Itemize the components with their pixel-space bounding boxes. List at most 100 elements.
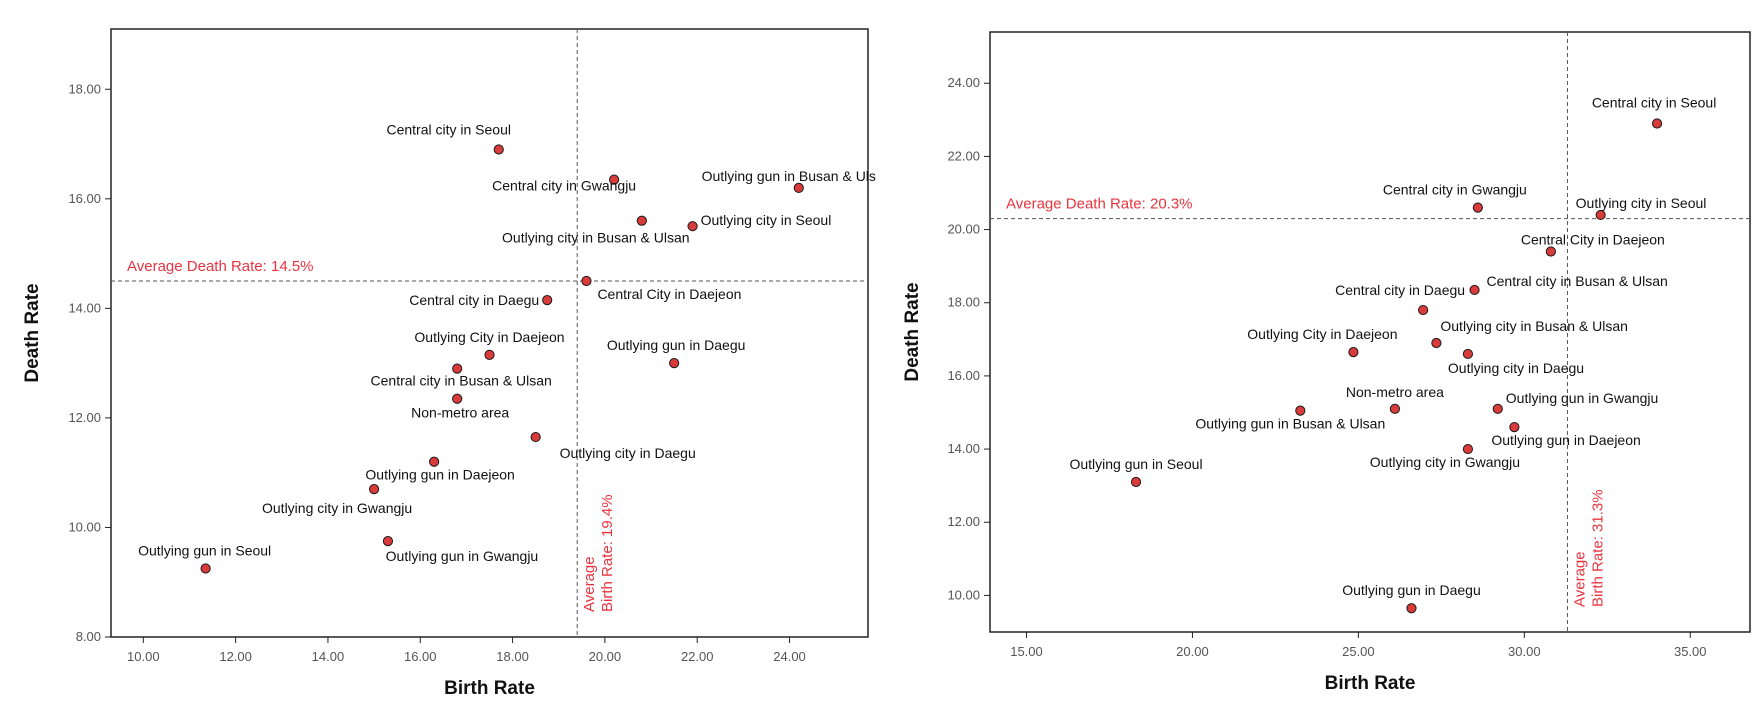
y-tick-label: 20.00 [947,222,980,237]
x-tick-label: 25.00 [1342,644,1375,659]
point-outlying-city-in-gwangju [1462,443,1474,455]
point-label-outlying-city-in-daegu: Outlying city in Daegu [560,445,696,461]
x-tick-label: 30.00 [1508,644,1541,659]
y-tick-label: 12.00 [947,514,980,529]
point-label-central-city-in-busan-and-ulsan: Central city in Busan & Ulsan [1487,273,1668,289]
y-tick-label: 24.00 [947,75,980,90]
point-label-non-metro-area: Non-metro area [1346,384,1444,400]
y-tick-label: 10.00 [947,587,980,602]
y-tick-label: 10.00 [68,519,101,534]
point-central-city-in-daegu [542,295,553,306]
point-outlying-city-in-seoul [687,221,698,232]
point-outlying-gun-in-daejeon [1509,422,1520,433]
point-central-city-in-daejeon [581,275,592,287]
x-tick-label: 16.00 [404,649,437,664]
avg-birth-rate-label: Average Birth Rate: 31.3% [1571,489,1606,607]
point-central-city-in-daegu [1418,304,1429,316]
y-tick-label: 16.00 [68,191,101,206]
point-outlying-gun-in-seoul [1130,476,1142,488]
point-label-outlying-city-in-busan-and-ulsan: Outlying city in Busan & Ulsan [1440,318,1628,334]
x-tick-label: 22.00 [681,649,714,664]
y-axis-title: Death Rate [22,283,43,382]
point-non-metro-area [1389,403,1400,414]
x-tick-label: 15.00 [1010,644,1043,659]
point-label-outlying-gun-in-daegu: Outlying gun in Daegu [607,337,746,353]
y-tick-label: 22.00 [947,148,980,163]
point-outlying-city-in-busan-and-ulsan [636,215,647,226]
y-axis-title: Death Rate [902,282,923,381]
point-label-outlying-gun-in-daejeon: Outlying gun in Daejeon [365,467,514,483]
point-label-outlying-city-in-busan-and-ulsan: Outlying city in Busan & Ulsan [502,230,690,246]
x-tick-label: 20.00 [1176,644,1209,659]
point-outlying-gun-in-busan-and-ulsan [1295,405,1306,416]
x-tick-label: 18.00 [496,649,529,664]
avg-birth-rate-label: Average Birth Rate: 19.4% [581,494,616,612]
point-non-metro-area [452,393,463,404]
y-tick-label: 18.00 [947,295,980,310]
plot-frame [989,31,1751,633]
point-label-central-city-in-daejeon: Central City in Daejeon [597,286,741,302]
point-central-city-in-seoul [493,144,504,155]
point-label-outlying-gun-in-daejeon: Outlying gun in Daejeon [1491,432,1640,448]
y-tick-label: 14.00 [947,441,980,456]
point-outlying-city-in-busan-and-ulsan [1431,337,1442,349]
point-outlying-city-in-daegu [1462,348,1474,360]
point-label-outlying-gun-in-gwangju: Outlying gun in Gwangju [1506,390,1659,406]
point-outlying-gun-in-seoul [200,563,211,574]
point-central-city-in-seoul [1651,118,1663,129]
point-label-non-metro-area: Non-metro area [411,405,509,421]
point-label-central-city-in-gwangju: Central city in Gwangju [492,178,636,194]
point-central-city-in-busan-and-ulsan [1469,284,1480,296]
x-tick-label: 14.00 [312,649,345,664]
point-label-outlying-city-in-gwangju: Outlying city in Gwangju [1370,454,1520,470]
avg-death-rate-label: Average Death Rate: 14.5% [127,258,314,275]
point-label-outlying-gun-in-gwangju: Outlying gun in Gwangju [386,548,539,564]
y-tick-label: 14.00 [68,300,101,315]
x-axis-title: Birth Rate [444,678,535,699]
x-tick-label: 20.00 [589,649,622,664]
point-label-outlying-gun-in-seoul: Outlying gun in Seoul [1069,456,1202,472]
point-outlying-gun-in-daejeon [429,456,440,467]
point-label-central-city-in-gwangju: Central city in Gwangju [1383,182,1527,198]
y-tick-label: 8.00 [76,629,101,644]
point-label-central-city-in-daegu: Central city in Daegu [409,292,539,308]
point-outlying-city-in-daejeon [1348,347,1359,358]
avg-birth-rate-label-line1: Average [1571,551,1588,607]
point-outlying-city-in-seoul [1595,209,1606,221]
point-label-outlying-city-in-gwangju: Outlying city in Gwangju [262,500,412,516]
point-label-outlying-gun-in-busan-and-ulsan: Outlying gun in Busan & Ulsan [1195,416,1385,432]
x-tick-label: 10.00 [127,649,160,664]
point-central-city-in-daejeon [1545,246,1556,257]
y-tick-label: 18.00 [68,81,101,96]
point-label-outlying-gun-in-seoul: Outlying gun in Seoul [138,543,271,559]
point-outlying-gun-in-busan-and-uls [793,182,804,193]
point-outlying-gun-in-daegu [669,358,680,369]
point-central-city-in-gwangju [1472,202,1483,213]
x-tick-label: 35.00 [1674,644,1707,659]
point-central-city-in-gwangju [609,174,620,185]
point-central-city-in-busan-and-ulsan [452,363,463,374]
point-label-central-city-in-seoul: Central city in Seoul [386,122,511,138]
y-tick-label: 12.00 [68,410,101,425]
point-label-central-city-in-daejeon: Central City in Daejeon [1521,232,1665,248]
avg-birth-rate-label-line2: Birth Rate: 19.4% [599,494,616,612]
avg-birth-rate-label-line1: Average [581,556,598,612]
y-tick-label: 16.00 [947,368,980,383]
point-label-central-city-in-daegu: Central city in Daegu [1335,282,1465,298]
chart-panel-2: 15.00 20.00 25.00 30.00 35.00 10.00 12.00 14.00… [902,31,1751,694]
point-label-outlying-city-in-seoul: Outlying city in Seoul [1576,195,1707,211]
point-label-outlying-gun-in-daegu: Outlying gun in Daegu [1342,582,1481,598]
point-label-outlying-city-in-daegu: Outlying city in Daegu [1448,360,1584,376]
chart-panel-1: 10.00 12.00 14.00 16.00 18.00 20.00 22.00 24.00… [22,28,876,699]
point-label-central-city-in-seoul: Central city in Seoul [1592,94,1717,110]
plot-frame [110,28,869,638]
point-label-outlying-city-in-daejeon: Outlying City in Daejeon [1247,326,1397,342]
avg-birth-rate-label-line2: Birth Rate: 31.3% [1589,489,1606,607]
point-outlying-city-in-gwangju [369,484,380,495]
point-outlying-city-in-daejeon [484,349,495,361]
point-label-outlying-city-in-seoul: Outlying city in Seoul [701,212,832,228]
point-outlying-gun-in-daegu [1406,603,1417,614]
avg-death-rate-label: Average Death Rate: 20.3% [1006,196,1193,213]
